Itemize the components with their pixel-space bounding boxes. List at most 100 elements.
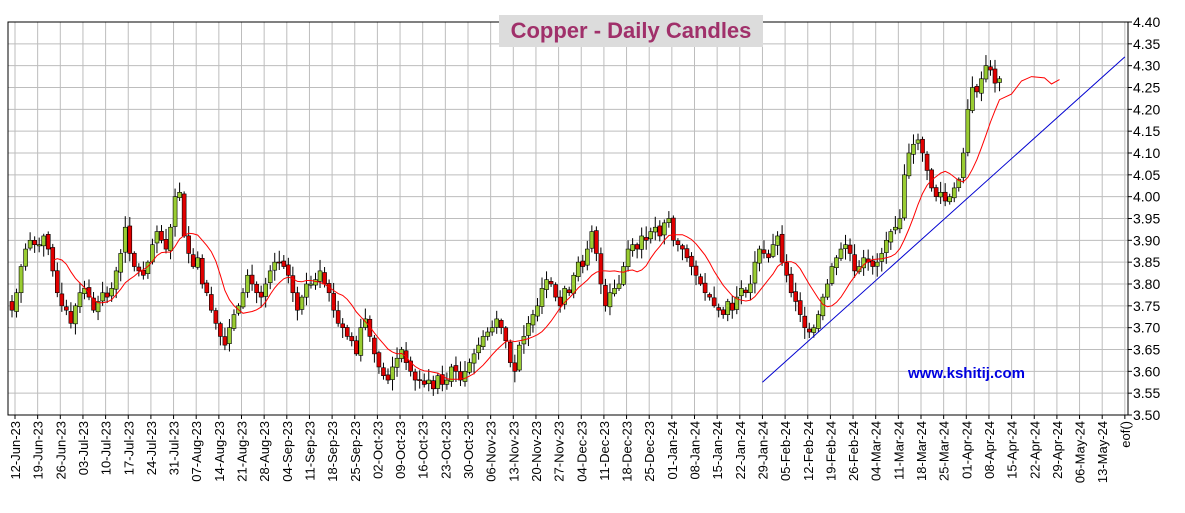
candle (729, 295, 735, 319)
x-tick-label: 01-Apr-24 (959, 421, 974, 479)
y-tick-label: 4.20 (1133, 101, 1160, 117)
candle-body-down (163, 239, 169, 250)
candle (507, 339, 513, 368)
candle-body-down (924, 153, 930, 171)
candle (245, 269, 250, 298)
candle-body-down (222, 336, 228, 346)
candle (734, 286, 740, 315)
candle-body-down (190, 254, 196, 267)
candle (725, 298, 731, 322)
candle (666, 211, 672, 228)
candle-body-down (802, 315, 808, 328)
candle-body-down (421, 380, 427, 385)
candle-body-up (874, 261, 880, 267)
candle (893, 216, 898, 235)
candle (621, 262, 626, 287)
candle (304, 272, 309, 306)
candle-body-up (480, 336, 486, 347)
candle (77, 282, 83, 314)
candle (168, 224, 173, 260)
candle (915, 133, 921, 151)
candle-body-down (45, 234, 51, 250)
candle-body-up (539, 288, 545, 307)
candle (249, 264, 255, 291)
candle (36, 237, 42, 253)
x-axis: 12-Jun-23 19-Jun-23 26-Jun-23 03-Jul-23 10-J… (8, 415, 1133, 483)
candle-body-up (757, 248, 762, 264)
candle-body-down (784, 262, 789, 276)
candle (172, 188, 178, 237)
candle-body-down (209, 294, 214, 311)
candle-body-up (485, 331, 490, 337)
candle (585, 240, 590, 271)
candle (122, 216, 128, 263)
candle (657, 220, 663, 242)
candle (757, 245, 762, 272)
candle-body-up (648, 231, 654, 240)
candle-body-down (684, 248, 690, 259)
candle (95, 295, 101, 321)
candle (970, 76, 975, 114)
x-tick-label: 29-Apr-24 (1050, 421, 1065, 479)
candle-body-up (426, 379, 432, 385)
candle (770, 233, 776, 259)
candle (349, 332, 355, 347)
candle (625, 240, 631, 272)
candle-body-up (829, 266, 835, 284)
candle-body-down (281, 260, 287, 267)
candle (938, 181, 943, 204)
candle-body-down (793, 291, 798, 302)
x-tick-label: 29-Jan-24 (755, 421, 770, 480)
candle-body-down (344, 327, 350, 337)
candle (372, 335, 377, 363)
x-tick-label: 02-Oct-23 (370, 421, 385, 479)
candle (68, 302, 74, 329)
candle-body-down (32, 240, 37, 245)
y-tick-label: 4.35 (1133, 36, 1160, 52)
candle (498, 318, 504, 335)
y-tick-label: 3.70 (1133, 320, 1160, 336)
candle (856, 260, 862, 275)
candle (444, 372, 450, 390)
candle (652, 216, 658, 241)
candle (548, 277, 554, 287)
x-tick-label: 14-Aug-23 (212, 421, 227, 482)
moving-average-line (52, 76, 1060, 380)
candle-body-up (856, 266, 862, 273)
candle (18, 264, 24, 303)
candle-body-up (36, 244, 42, 247)
candle-body-down (458, 371, 463, 381)
candle-body-up (444, 379, 450, 385)
candle (675, 238, 681, 252)
x-tick-label: 25-Sep-23 (348, 421, 363, 482)
candle-body-down (988, 66, 993, 71)
candle (440, 365, 445, 392)
x-tick-label: 18-Sep-23 (325, 421, 340, 482)
candle-body-down (675, 240, 681, 245)
candle (530, 309, 536, 333)
candle-body-down (290, 275, 296, 294)
candle (698, 273, 703, 286)
candle-body-up (585, 248, 590, 266)
candle-body-up (517, 344, 522, 371)
candle (417, 370, 423, 389)
candle (159, 225, 164, 244)
y-tick-label: 4.40 (1133, 14, 1160, 30)
y-tick-label: 3.65 (1133, 342, 1160, 358)
candle (648, 227, 654, 244)
candle-body-up (915, 139, 921, 144)
x-tick-label: 22-Jan-24 (733, 421, 748, 480)
candle-body-up (195, 257, 201, 268)
candle-body-down (689, 255, 694, 267)
y-tick-label: 4.00 (1133, 189, 1160, 205)
candle-body-up (725, 301, 731, 315)
candle-body-down (367, 318, 373, 337)
candle-body-up (652, 226, 658, 233)
candle-body-up (575, 261, 581, 277)
candle (951, 182, 957, 203)
candle (453, 356, 459, 382)
candle-body-up (897, 218, 903, 230)
candle-body-down (430, 380, 436, 390)
candle (517, 341, 522, 372)
x-tick-label: 25-Mar-24 (937, 421, 952, 481)
